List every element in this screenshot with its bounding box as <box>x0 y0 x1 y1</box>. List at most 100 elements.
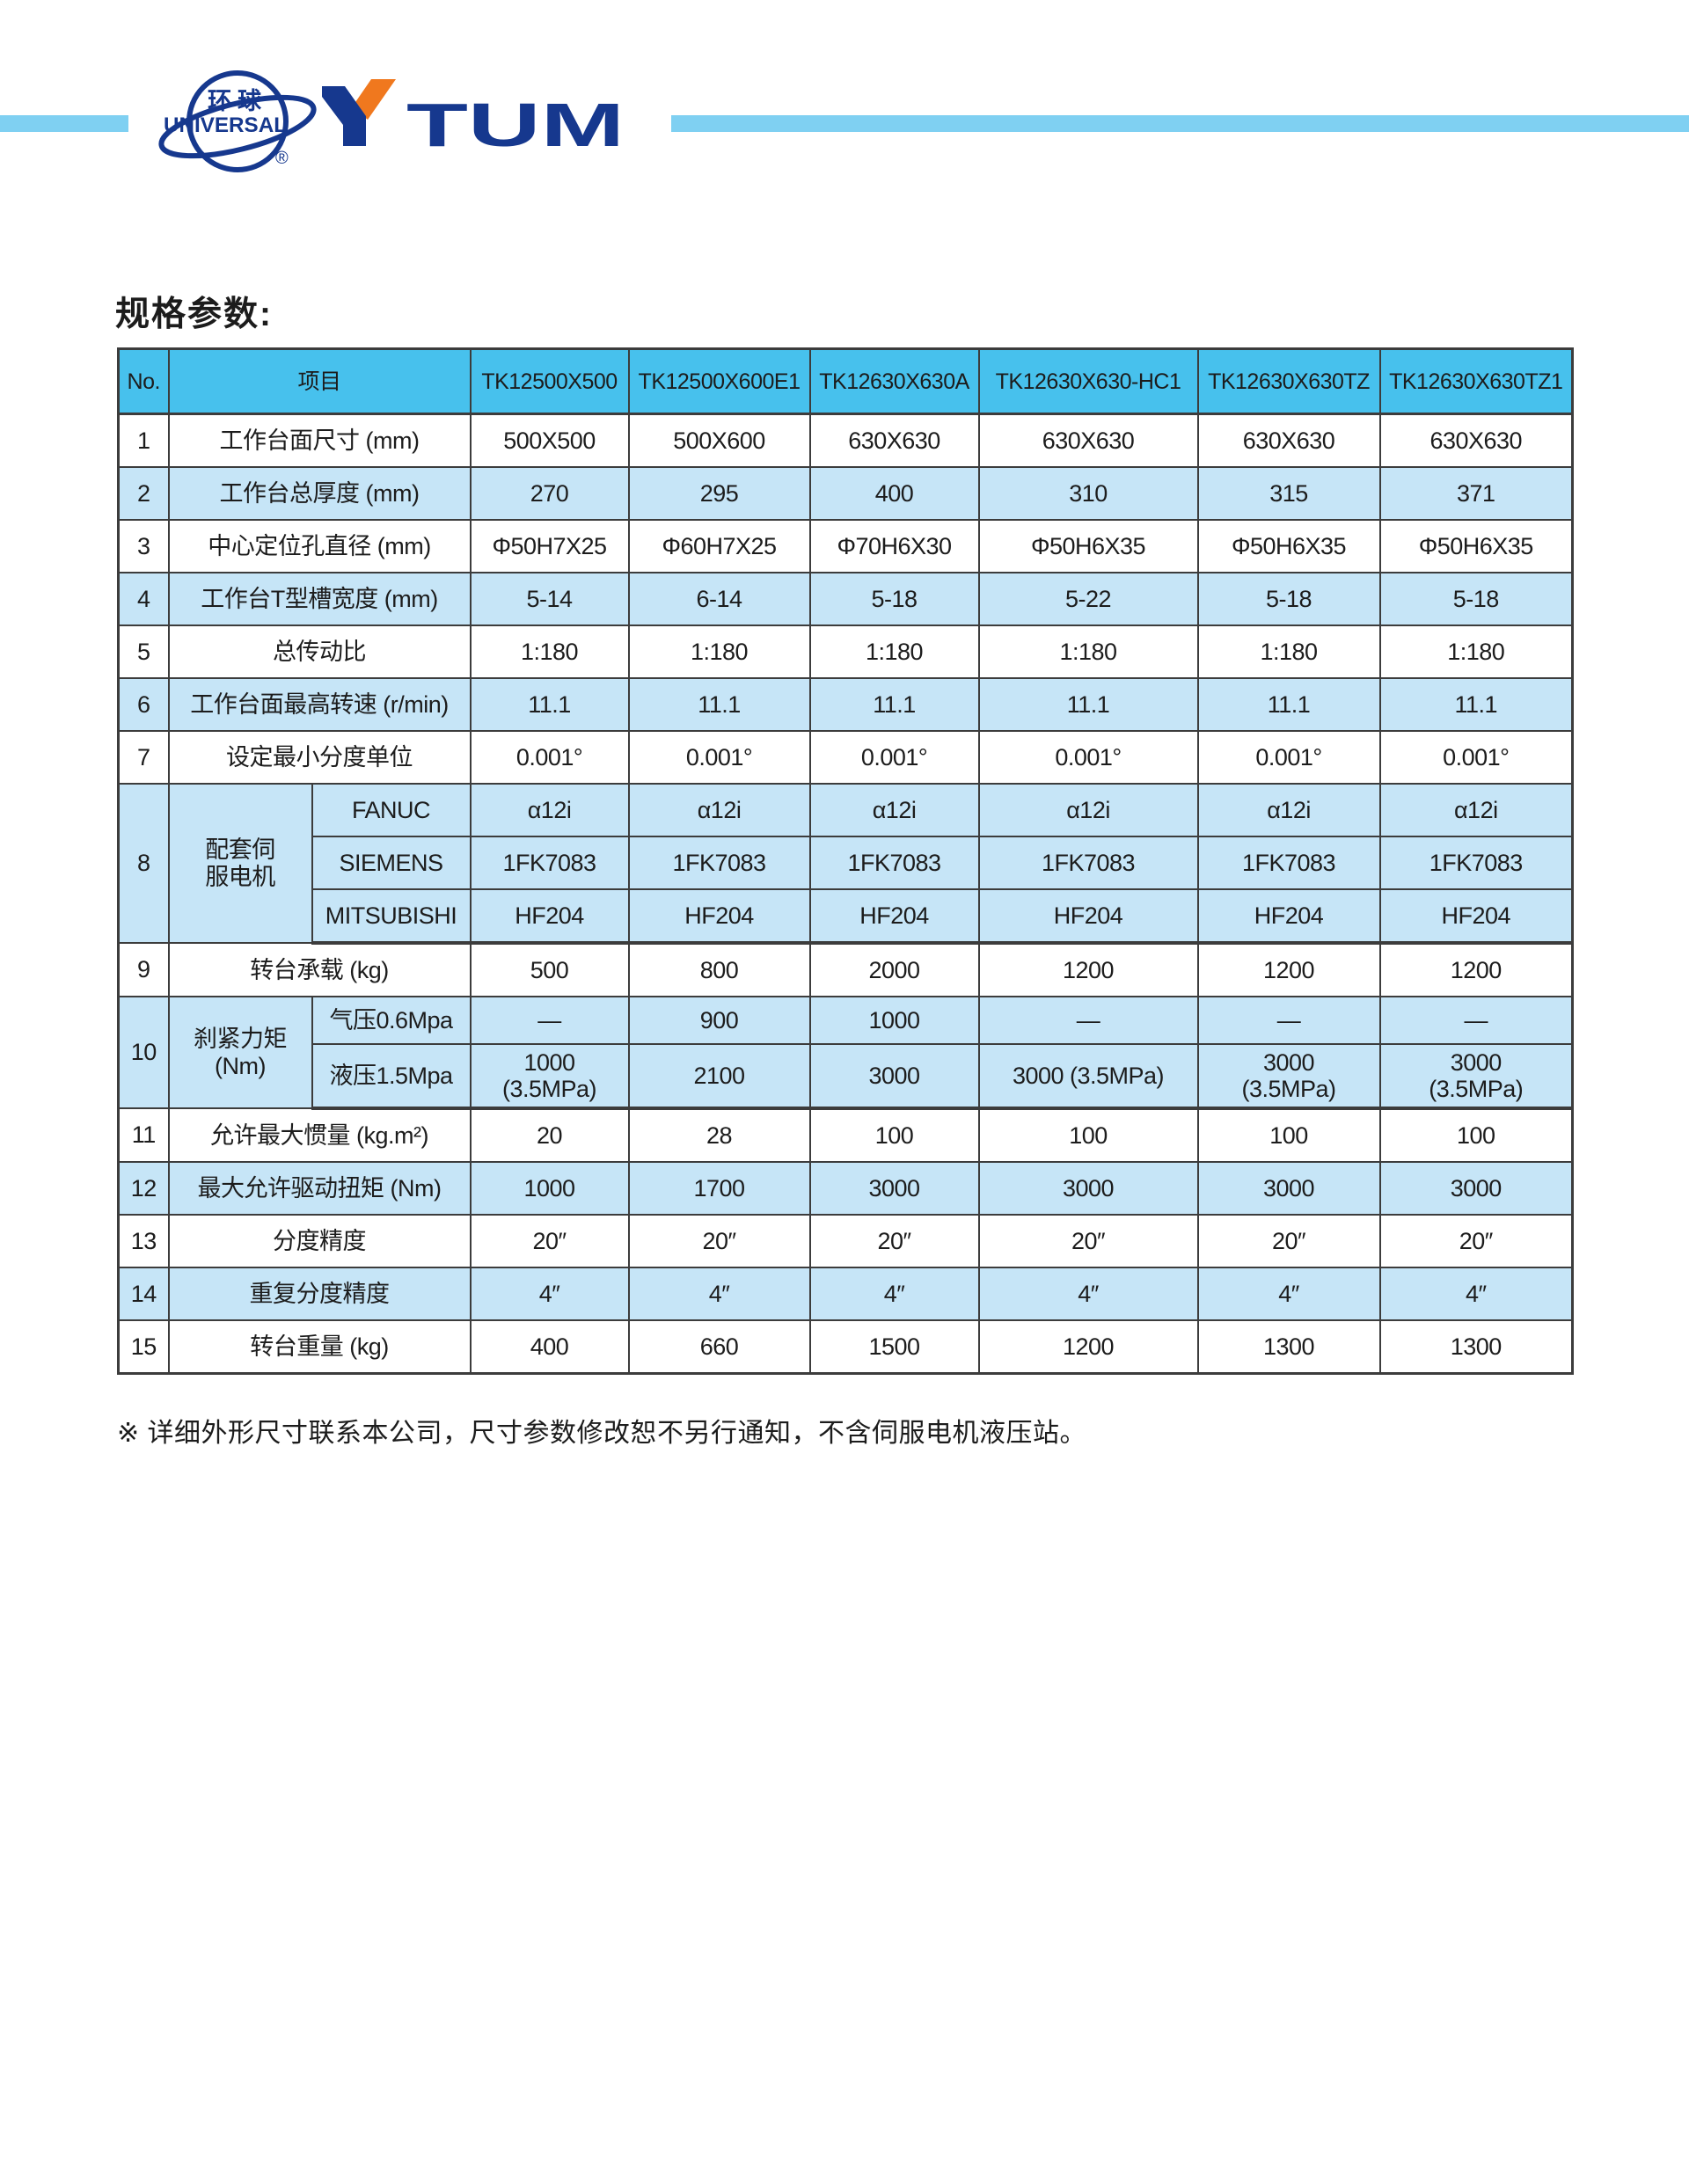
cell-value: 11.1 <box>1196 677 1381 732</box>
cell-value: 0.001° <box>1196 730 1381 785</box>
orbit-swoosh-icon <box>158 94 317 159</box>
row-sublabel: 液压1.5Mpa <box>311 1043 472 1110</box>
spec-table-body: 1 工作台面尺寸 (mm) 500X500 500X600 630X630 630X630… <box>117 413 1574 1375</box>
cell-value: α12i <box>627 783 811 837</box>
cell-value: 11.1 <box>469 677 630 732</box>
cell-value: 4″ <box>627 1267 811 1321</box>
cell-value: 3000 (3.5MPa) <box>977 1043 1199 1110</box>
cell-value: 11.1 <box>627 677 811 732</box>
cell-value: 20″ <box>977 1214 1199 1268</box>
cell-value: α12i <box>808 783 980 837</box>
ytum-wordmark: TUM <box>322 79 625 159</box>
cell-value: 900 <box>627 996 811 1045</box>
globe-cn-label: 环球 <box>208 88 267 114</box>
cell-value: 4″ <box>469 1267 630 1321</box>
row-label: 工作台T型槽宽度 (mm) <box>167 572 472 626</box>
cell-value: 310 <box>977 466 1199 521</box>
table-row: 液压1.5Mpa 1000 (3.5MPa) 2100 3000 3000 (3.5MP… <box>119 1043 1574 1110</box>
cell-value: 0.001° <box>627 730 811 785</box>
table-row: 7 设定最小分度单位 0.001° 0.001° 0.001° 0.001° 0.001° 0… <box>117 730 1574 785</box>
cell-value: 400 <box>808 466 980 521</box>
cell-value: 500X600 <box>627 413 811 468</box>
cell-value: 20 <box>469 1107 630 1163</box>
cell-value: HF204 <box>1196 888 1381 945</box>
cell-value: 630X630 <box>1196 413 1381 468</box>
column-header: TK12630X630TZ <box>1196 347 1381 415</box>
table-row: SIEMENS 1FK7083 1FK7083 1FK7083 1FK7083 1FK70… <box>119 836 1574 890</box>
table-row: 15 转台重量 (kg) 400 660 1500 1200 1300 1300 <box>117 1319 1574 1375</box>
cell-value: 1FK7083 <box>1378 836 1574 890</box>
cell-value: 400 <box>469 1319 630 1375</box>
cell-value: 6-14 <box>627 572 811 626</box>
row-label: 工作台面最高转速 (r/min) <box>167 677 472 732</box>
cell-value: 371 <box>1378 466 1574 521</box>
cell-value: 1500 <box>808 1319 980 1375</box>
universal-globe-logo-icon: 环球 UNIVERSAL ® <box>158 70 317 172</box>
column-header: 项目 <box>167 347 472 415</box>
cell-value: Φ60H7X25 <box>627 519 811 573</box>
row-label: 工作台总厚度 (mm) <box>167 466 472 521</box>
row-no: 13 <box>117 1214 170 1268</box>
row-label: 设定最小分度单位 <box>167 730 472 785</box>
cell-value: Φ50H6X35 <box>1378 519 1574 573</box>
cell-value: 1FK7083 <box>627 836 811 890</box>
cell-value: 0.001° <box>1378 730 1574 785</box>
cell-value: 0.001° <box>808 730 980 785</box>
cell-value: 1:180 <box>1196 625 1381 679</box>
cell-value: 1300 <box>1378 1319 1574 1375</box>
cell-value: 20″ <box>1378 1214 1574 1268</box>
cell-value: 1FK7083 <box>808 836 980 890</box>
row-label: 中心定位孔直径 (mm) <box>167 519 472 573</box>
row-no: 12 <box>117 1161 170 1216</box>
row-no: 14 <box>117 1267 170 1321</box>
cell-value: α12i <box>977 783 1199 837</box>
row-no: 8 <box>117 783 170 944</box>
cell-value: HF204 <box>469 888 630 945</box>
row-sublabel: 气压0.6Mpa <box>311 996 472 1045</box>
row-no: 6 <box>117 677 170 732</box>
cell-value: α12i <box>1378 783 1574 837</box>
cell-value: 660 <box>627 1319 811 1375</box>
wordmark-rest-label: TUM <box>406 91 625 159</box>
cell-value: 1:180 <box>469 625 630 679</box>
cell-value: 1000 <box>469 1161 630 1216</box>
page-title: 规格参数: <box>115 296 273 333</box>
cell-value: α12i <box>469 783 630 837</box>
cell-value: 270 <box>469 466 630 521</box>
table-row: 4 工作台T型槽宽度 (mm) 5-14 6-14 5-18 5-22 5-18 5-18 <box>117 572 1574 626</box>
cell-value: HF204 <box>977 888 1199 945</box>
cell-value: 800 <box>627 942 811 997</box>
row-no: 10 <box>117 996 170 1109</box>
cell-value: 1:180 <box>977 625 1199 679</box>
cell-value: 0.001° <box>977 730 1199 785</box>
cell-value: 2100 <box>627 1043 811 1110</box>
cell-value: HF204 <box>627 888 811 945</box>
column-header: TK12630X630-HC1 <box>977 347 1199 415</box>
cell-value: 4″ <box>977 1267 1199 1321</box>
header-rule-left <box>0 115 128 132</box>
table-row: 11 允许最大惯量 (kg.m²) 20 28 100 100 100 100 <box>117 1107 1574 1163</box>
row-label: 转台承载 (kg) <box>167 942 472 997</box>
cell-value: 2000 <box>808 942 980 997</box>
cell-value: HF204 <box>808 888 980 945</box>
spec-table-head: No. 项目 TK12500X500 TK12500X600E1 TK12630X630… <box>117 347 1574 415</box>
cell-value: 1200 <box>977 1319 1199 1375</box>
cell-value: 11.1 <box>808 677 980 732</box>
cell-value: 28 <box>627 1107 811 1163</box>
y-blue-stroke-icon <box>322 86 366 146</box>
cell-value: Φ70H6X30 <box>808 519 980 573</box>
cell-value: 1200 <box>1196 942 1381 997</box>
header-rule-right <box>671 115 1689 132</box>
cell-value: 5-18 <box>1378 572 1574 626</box>
globe-en-label: UNIVERSAL <box>164 113 287 137</box>
row-no: 11 <box>117 1107 170 1163</box>
cell-value: 630X630 <box>1378 413 1574 468</box>
row-label: 转台重量 (kg) <box>167 1319 472 1375</box>
table-row: 12 最大允许驱动扭矩 (Nm) 1000 1700 3000 3000 3000 3000 <box>117 1161 1574 1216</box>
y-orange-arm-icon <box>352 79 396 120</box>
cell-value: 3000 <box>808 1161 980 1216</box>
cell-value: 3000 <box>1378 1161 1574 1216</box>
row-label: 工作台面尺寸 (mm) <box>167 413 472 468</box>
column-header: TK12500X600E1 <box>627 347 811 415</box>
row-no: 7 <box>117 730 170 785</box>
